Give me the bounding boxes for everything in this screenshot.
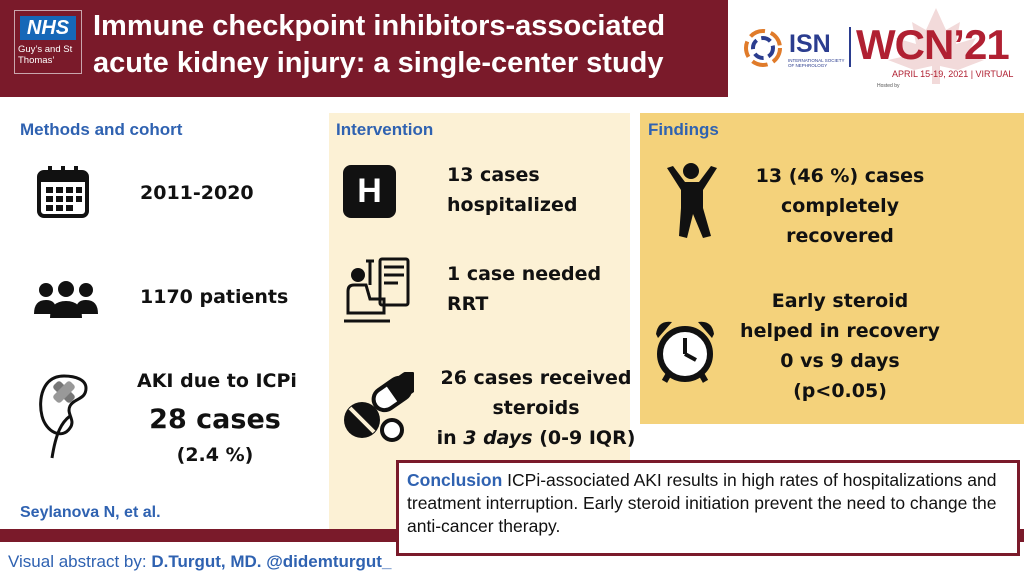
early-steroid-line-1: Early steroid — [771, 290, 909, 312]
title-line-1: Immune checkpoint inhibitors-associated — [93, 10, 666, 42]
hospitalized-line-1: 13 cases — [447, 164, 540, 186]
person-jumping-icon — [667, 163, 717, 238]
hospitalized-line-2: hospitalized — [447, 194, 578, 216]
footer-credit: Visual abstract by: D.Turgut, MD. @didem… — [8, 552, 392, 571]
aki-label: AKI due to ICPi — [137, 370, 297, 392]
steroids-line-3: in 3 days (0-9 IQR) — [436, 427, 636, 449]
steroid-days: 3 days — [463, 427, 533, 449]
isn-subtitle: INTERNATIONAL SOCIETY OF NEPHROLOGY — [788, 58, 845, 68]
hospital-icon: H — [343, 165, 396, 218]
wcn-logo-text: WCN’21 — [856, 21, 1010, 68]
rrt-text: 1 case needed RRT — [447, 259, 601, 319]
calendar-icon — [37, 166, 89, 218]
study-period: 2011-2020 — [140, 182, 254, 204]
aki-percentage: (2.4 %) — [176, 444, 254, 466]
recovery-text: 13 (46 %) cases completely recovered — [735, 161, 945, 251]
maple-leaf-icon — [888, 8, 984, 84]
early-steroid-text: Early steroid helped in recovery 0 vs 9 … — [730, 286, 950, 406]
kidney-icon — [39, 374, 88, 459]
nhs-logo: NHS — [20, 16, 76, 40]
conference-logo-panel — [728, 0, 1024, 97]
footer-author: D.Turgut, MD. @didemturgut_ — [151, 552, 392, 571]
nhs-logo-frame — [14, 10, 82, 74]
steroids-text: 26 cases received steroids in 3 days (0-… — [433, 363, 639, 453]
nhs-trust-name: Guy’s and St Thomas’ — [18, 44, 73, 66]
steroids-line-1: 26 cases received — [440, 367, 632, 389]
intervention-title: Intervention — [336, 120, 434, 139]
alarm-clock-icon — [656, 321, 714, 383]
wcn-date: APRIL 15-19, 2021 | VIRTUAL — [892, 69, 1014, 79]
recovery-line-1: 13 (46 %) cases — [755, 165, 925, 187]
steroids-line-2: steroids — [492, 397, 580, 419]
rrt-line-1: 1 case needed — [447, 263, 602, 285]
recovery-line-3: recovered — [786, 225, 894, 247]
page-title: Immune checkpoint inhibitors-associated … — [93, 8, 733, 82]
methods-title: Methods and cohort — [20, 120, 183, 139]
conclusion-label: Conclusion — [407, 470, 503, 490]
conclusion-text: ICPi-associated AKI results in high rate… — [407, 470, 997, 536]
early-steroid-line-2: helped in recovery — [740, 320, 940, 342]
title-line-2: acute kidney injury: a single-center stu… — [93, 47, 664, 79]
logo-divider — [849, 27, 851, 67]
early-steroid-line-3: 0 vs 9 days — [780, 350, 900, 372]
pills-icon — [344, 372, 414, 442]
author-credit: Seylanova N, et al. — [20, 504, 161, 521]
findings-title: Findings — [648, 120, 719, 139]
hospitalized-text: 13 cases hospitalized — [447, 160, 577, 220]
recovery-line-2: completely — [781, 195, 899, 217]
people-icon — [34, 281, 98, 318]
patient-count: 1170 patients — [140, 286, 289, 308]
rrt-line-2: RRT — [447, 293, 489, 315]
conclusion-box: Conclusion ICPi-associated AKI results i… — [396, 460, 1020, 556]
dialysis-icon — [344, 257, 410, 323]
early-steroid-line-4: (p<0.05) — [793, 380, 887, 402]
aki-case-count: 28 cases — [149, 404, 281, 435]
isn-logo-text: ISN — [789, 30, 831, 58]
hosted-by-label: Hosted by — [877, 83, 900, 89]
isn-globe-icon — [744, 29, 782, 67]
